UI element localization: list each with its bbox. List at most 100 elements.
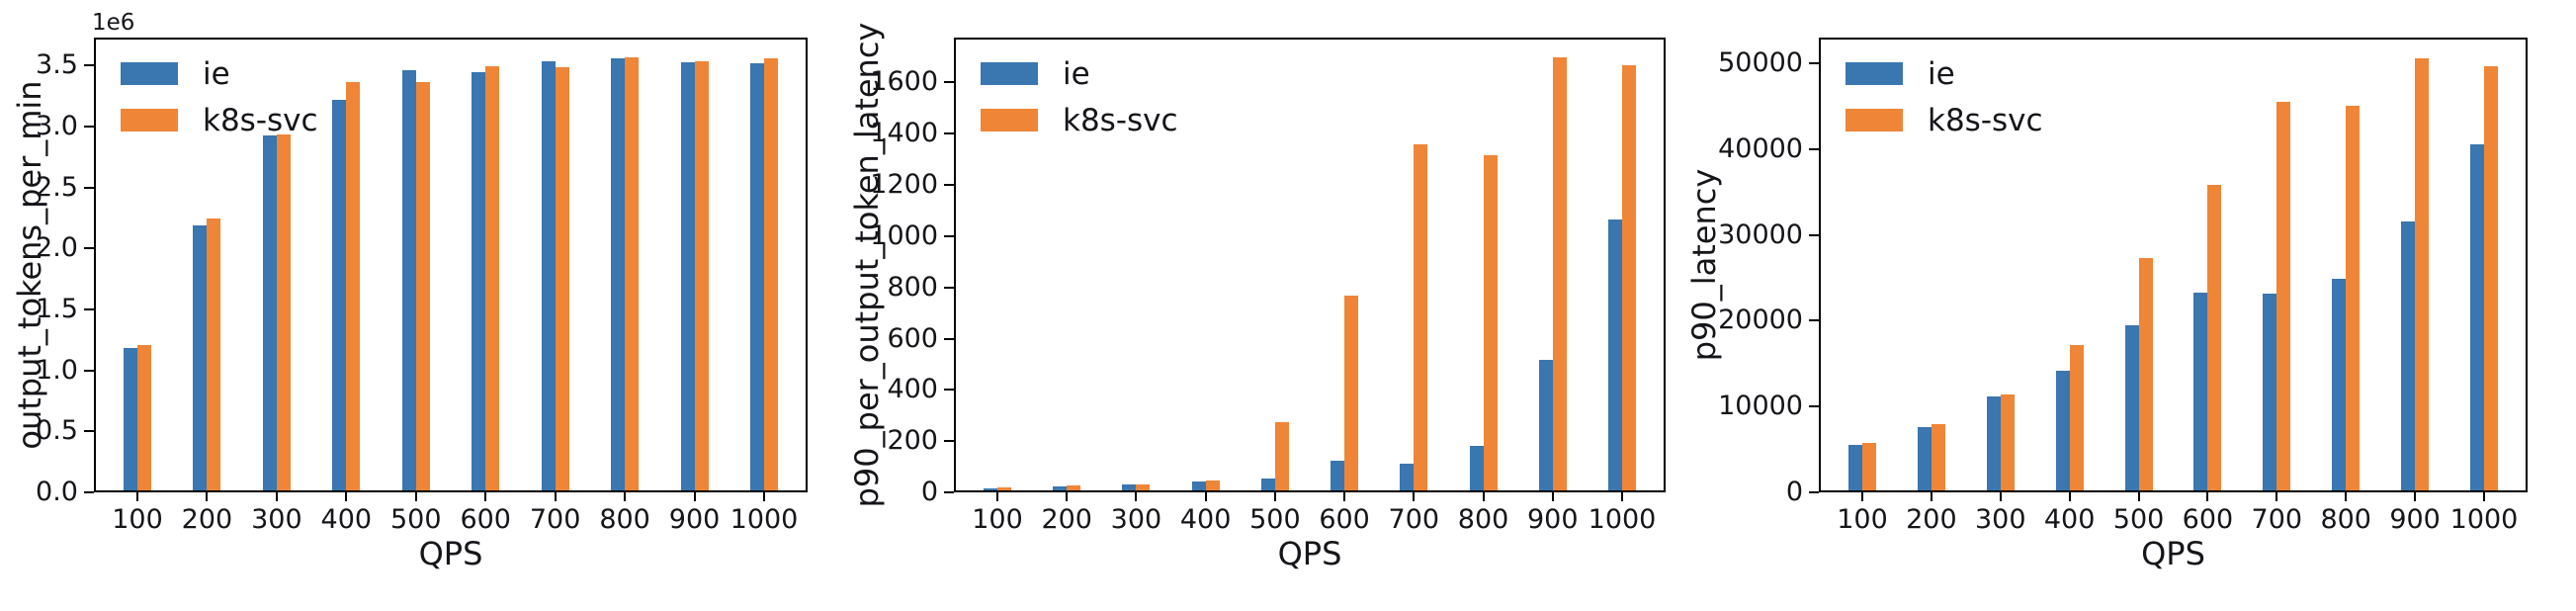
y-axis-label: output_tokens_per_min [11, 80, 48, 450]
y-tick-label: 40000 [1718, 132, 1803, 164]
bar-ie-200 [1053, 486, 1068, 490]
bar-k8s-svc-600 [1344, 296, 1359, 490]
bar-ie-500 [401, 70, 416, 490]
y-tick-mark [84, 491, 94, 493]
y-tick-mark [944, 389, 954, 392]
x-tick-mark [206, 492, 209, 501]
x-tick-label: 900 [668, 504, 721, 535]
y-tick-mark [84, 247, 94, 250]
x-tick-label: 600 [460, 504, 511, 535]
x-tick-mark [2414, 492, 2417, 501]
y-tick-label: 10000 [1718, 391, 1803, 422]
x-tick-mark [2275, 492, 2278, 501]
x-tick-mark [1343, 492, 1346, 501]
y-tick-mark [1809, 491, 1819, 493]
x-tick-label: 400 [320, 504, 373, 535]
bar-k8s-svc-800 [1483, 155, 1498, 490]
x-tick-mark [136, 492, 138, 501]
y-tick-label: 200 [887, 425, 938, 457]
legend-swatch-ie [1846, 62, 1903, 85]
bar-ie-800 [2332, 279, 2347, 490]
bar-ie-900 [1538, 360, 1553, 490]
x-tick-mark [484, 492, 487, 501]
x-tick-mark [275, 492, 278, 501]
bar-k8s-svc-200 [1931, 424, 1945, 490]
bar-ie-300 [1122, 484, 1137, 490]
bar-ie-400 [332, 100, 347, 490]
legend-swatch-k8s-svc [981, 109, 1038, 131]
x-tick-mark [1930, 492, 1932, 501]
legend-label-k8s-svc: k8s-svc [203, 103, 318, 138]
bar-k8s-svc-900 [2415, 58, 2430, 490]
bar-k8s-svc-300 [276, 134, 291, 490]
x-tick-label: 1000 [730, 504, 799, 535]
y-tick-mark [944, 132, 954, 135]
bar-k8s-svc-600 [485, 66, 500, 490]
bar-ie-100 [124, 348, 137, 490]
bar-ie-600 [472, 72, 486, 490]
x-tick-label: 100 [112, 504, 163, 535]
y-tick-label: 1400 [870, 118, 938, 149]
y-tick-mark [84, 308, 94, 310]
y-tick-label: 0 [920, 477, 938, 507]
y-axis-label: p90_per_output_token_latency [848, 22, 886, 508]
x-tick-label: 200 [181, 504, 233, 535]
bar-k8s-svc-900 [1552, 57, 1567, 490]
x-tick-mark [2068, 492, 2071, 501]
x-tick-mark [2137, 492, 2140, 501]
y-tick-label: 0.0 [36, 477, 78, 507]
x-tick-label: 800 [599, 504, 650, 535]
x-tick-mark [1551, 492, 1554, 501]
legend-swatch-k8s-svc [1846, 109, 1903, 131]
bar-ie-300 [1986, 396, 2001, 490]
bar-ie-600 [2193, 293, 2208, 490]
legend-swatch-ie [981, 62, 1038, 85]
x-tick-label: 600 [1319, 504, 1370, 535]
bar-k8s-svc-400 [2069, 345, 2084, 490]
y-tick-mark [944, 337, 954, 340]
bar-ie-300 [262, 135, 277, 490]
x-tick-label: 1000 [1588, 504, 1657, 535]
x-tick-label: 200 [1906, 504, 1957, 535]
x-tick-mark [1204, 492, 1207, 501]
y-tick-mark [944, 491, 954, 493]
bar-k8s-svc-1000 [2484, 66, 2498, 490]
y-tick-mark [944, 440, 954, 443]
axis-offset-text: 1e6 [92, 10, 135, 36]
x-tick-label: 800 [1457, 504, 1509, 535]
x-tick-label: 700 [2251, 504, 2303, 535]
y-tick-label: 1600 [870, 66, 938, 98]
y-tick-label: 600 [887, 322, 938, 354]
x-tick-label: 400 [2043, 504, 2096, 535]
x-tick-label: 300 [1110, 504, 1162, 535]
bar-ie-500 [2124, 325, 2139, 490]
x-tick-label: 100 [972, 504, 1023, 535]
x-tick-label: 300 [251, 504, 302, 535]
bar-ie-100 [984, 488, 997, 490]
x-axis-label: QPS [418, 535, 483, 572]
x-tick-label: 200 [1041, 504, 1092, 535]
y-tick-mark [1809, 62, 1819, 65]
x-tick-label: 600 [2182, 504, 2234, 535]
x-tick-mark [2345, 492, 2348, 501]
legend-label-ie: ie [203, 56, 230, 92]
x-tick-label: 500 [1249, 504, 1301, 535]
bar-k8s-svc-400 [346, 82, 361, 490]
x-tick-mark [345, 492, 348, 501]
x-tick-mark [1135, 492, 1138, 501]
y-tick-label: 50000 [1718, 47, 1803, 79]
bar-k8s-svc-900 [694, 61, 709, 490]
x-tick-label: 800 [2320, 504, 2371, 535]
bar-ie-1000 [2470, 144, 2484, 490]
bar-ie-800 [1469, 446, 1484, 490]
bar-k8s-svc-800 [625, 57, 640, 490]
y-tick-mark [944, 81, 954, 84]
x-tick-label: 900 [1526, 504, 1579, 535]
y-axis-label: p90_latency [1685, 168, 1723, 362]
y-tick-label: 2.5 [36, 171, 78, 203]
bar-ie-700 [2263, 294, 2277, 490]
bar-k8s-svc-200 [1067, 485, 1081, 490]
bar-ie-400 [1191, 481, 1206, 490]
x-tick-mark [554, 492, 557, 501]
bar-ie-1000 [750, 63, 764, 490]
